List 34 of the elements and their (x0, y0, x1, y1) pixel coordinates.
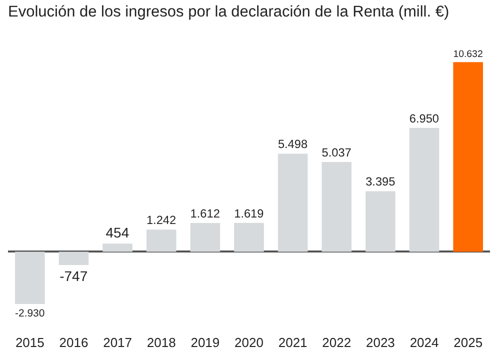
data-label: 5.037 (322, 145, 352, 160)
bar (409, 128, 440, 252)
data-label: -747 (60, 268, 88, 284)
bar (15, 252, 45, 304)
data-label: 1.612 (190, 206, 220, 220)
bar (190, 223, 220, 252)
data-label: -2.930 (15, 308, 45, 320)
data-label: 454 (106, 224, 130, 241)
bar (58, 252, 89, 266)
data-label: 6.950 (409, 111, 440, 126)
data-label: 5.498 (278, 137, 308, 152)
bar (234, 222, 264, 252)
bar (102, 244, 132, 252)
data-label: 1.242 (146, 213, 176, 228)
bar (322, 162, 352, 252)
bar (453, 62, 483, 252)
chart-title: Evolución de los ingresos por la declaración de la Renta (mill. €) (8, 3, 450, 20)
x-tick-label: 2017 (103, 335, 132, 350)
bar (146, 230, 176, 252)
x-tick-label: 2023 (366, 335, 395, 350)
x-tick-label: 2025 (454, 335, 483, 350)
bar (366, 191, 396, 252)
x-tick-label: 2016 (59, 335, 88, 350)
x-tick-label: 2024 (410, 335, 439, 350)
x-tick-label: 2018 (146, 335, 176, 350)
x-tick-label: 2020 (234, 335, 264, 350)
bar (278, 154, 308, 252)
data-label: 1.619 (234, 206, 264, 220)
x-tick-label: 2022 (322, 335, 352, 350)
x-tick-label: 2019 (190, 335, 220, 350)
x-tick-label: 2015 (15, 335, 44, 350)
data-label: 10.632 (453, 49, 483, 60)
x-tick-label: 2021 (278, 335, 308, 350)
data-label: 3.395 (366, 174, 396, 189)
